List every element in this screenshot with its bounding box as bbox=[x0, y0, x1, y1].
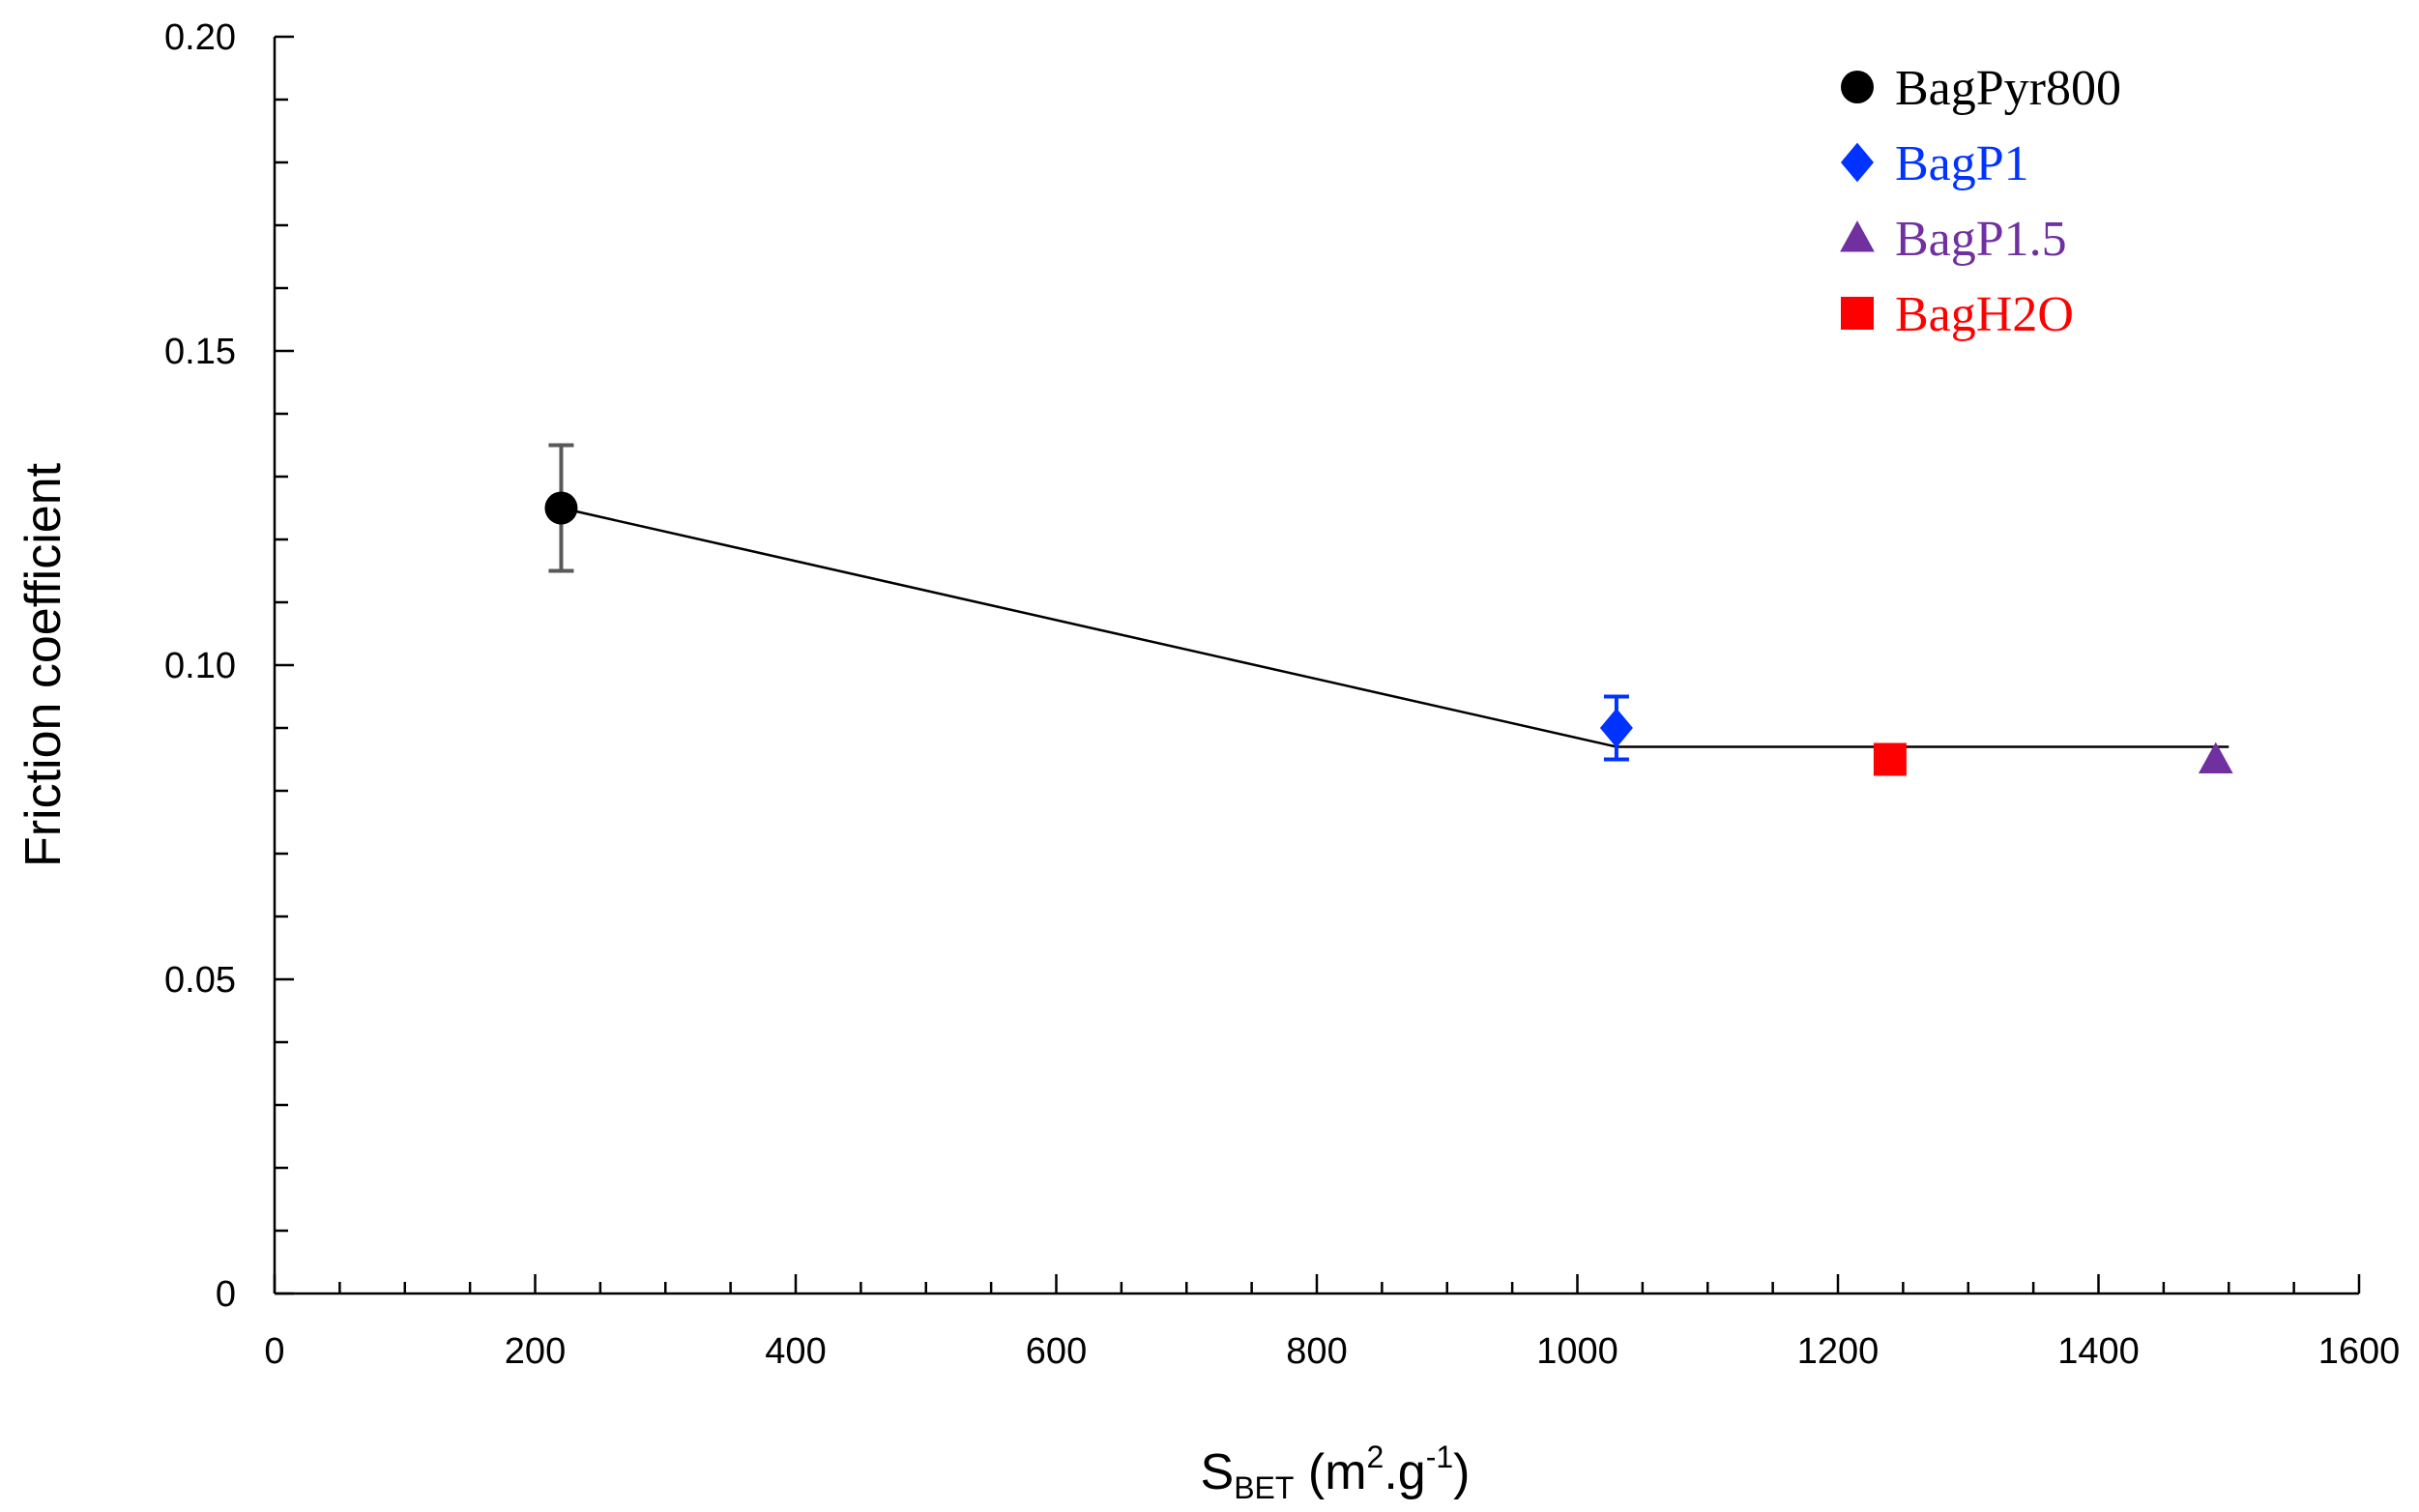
x-tick-label: 1000 bbox=[1536, 1331, 1618, 1372]
legend-label-BagH2O: BagH2O bbox=[1895, 287, 2074, 342]
x-tick-label: 600 bbox=[1026, 1331, 1087, 1372]
trend-line-group bbox=[561, 507, 2230, 748]
legend-marker-BagP1.5 bbox=[1840, 220, 1875, 252]
x-tick-label: 1200 bbox=[1797, 1331, 1880, 1372]
legend-marker-BagH2O bbox=[1841, 297, 1874, 330]
x-tick-label: 1600 bbox=[2318, 1331, 2401, 1372]
x-tick-label: 1400 bbox=[2057, 1331, 2140, 1372]
y-tick-label: 0.20 bbox=[164, 17, 236, 58]
y-tick-label: 0.10 bbox=[164, 646, 236, 686]
legend-label-BagP1: BagP1 bbox=[1895, 136, 2029, 191]
point-BagP1.5 bbox=[2198, 741, 2233, 773]
axes: 0 200 400 600 800 1000 1200 1400 1600 0 0.05 0.10 0.… bbox=[164, 17, 2400, 1372]
y-tick-label: 0.15 bbox=[164, 332, 236, 372]
point-BagP1 bbox=[1599, 708, 1633, 748]
x-axis-title: SBET (m2.g-1) bbox=[1201, 1439, 1471, 1505]
legend-label-BagP1.5: BagP1.5 bbox=[1895, 212, 2067, 267]
x-tick-label: 0 bbox=[264, 1331, 284, 1372]
point-BagPyr800 bbox=[544, 491, 578, 525]
x-tick-label: 200 bbox=[505, 1331, 566, 1372]
trend-line bbox=[561, 507, 2230, 748]
x-tick-label: 400 bbox=[765, 1331, 826, 1372]
legend-label-BagPyr800: BagPyr800 bbox=[1895, 61, 2121, 116]
x-tick-label: 800 bbox=[1286, 1331, 1347, 1372]
point-BagH2O bbox=[1873, 742, 1907, 776]
data-points bbox=[544, 443, 2233, 776]
y-tick-label: 0 bbox=[216, 1274, 236, 1315]
legend-marker-BagP1 bbox=[1841, 142, 1874, 183]
legend: BagPyr800 BagP1 BagP1.5 BagH2O bbox=[1840, 61, 2121, 342]
y-axis-title: Friction coefficient bbox=[15, 462, 72, 867]
y-tick-label: 0.05 bbox=[164, 960, 236, 1001]
legend-marker-BagPyr800 bbox=[1841, 71, 1874, 103]
